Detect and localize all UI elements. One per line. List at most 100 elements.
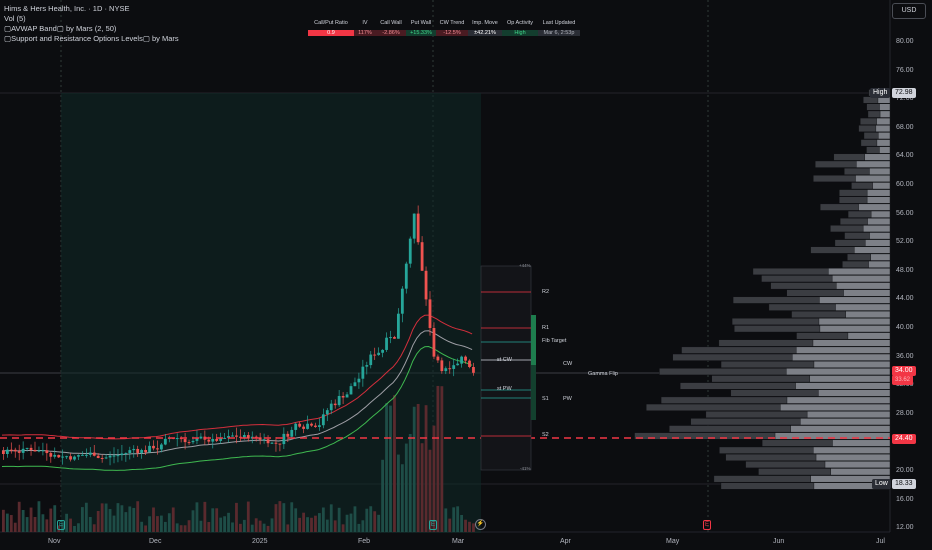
- volume-indicator-label[interactable]: Vol (5): [4, 14, 26, 23]
- candle-body: [37, 450, 41, 452]
- price-tick-label: 52.00: [896, 238, 914, 246]
- volume-bar: [266, 525, 270, 532]
- volume-bar: [128, 506, 132, 532]
- profile-bar-inner: [819, 325, 891, 333]
- time-tick-label: Apr: [560, 538, 571, 545]
- candle-body: [187, 442, 191, 444]
- volume-bar: [207, 522, 211, 532]
- profile-bar-inner: [809, 375, 891, 383]
- volume-bar: [381, 459, 384, 532]
- candle-body: [163, 438, 167, 445]
- candle-body: [282, 433, 286, 445]
- volume-bar: [144, 525, 147, 532]
- volume-bar: [81, 507, 84, 532]
- profile-bar-inner: [879, 103, 891, 111]
- profile-bar-inner: [843, 289, 891, 297]
- countdown-badge: 33.62: [892, 375, 914, 385]
- lightning-icon[interactable]: ⚡: [475, 519, 486, 530]
- volume-bar: [41, 514, 45, 532]
- volume-bar: [152, 507, 155, 532]
- candle-body: [219, 437, 223, 441]
- candle-body: [215, 438, 219, 441]
- levels-green-bar: [531, 315, 536, 365]
- volume-bar: [17, 501, 21, 532]
- val-iv: 117%: [354, 30, 376, 36]
- level-gamma-flip: Gamma Flip: [588, 371, 618, 377]
- candle-body: [428, 299, 432, 328]
- candle-body: [464, 356, 467, 361]
- profile-bar-inner: [879, 146, 891, 154]
- candle-body: [381, 349, 384, 353]
- volume-bar: [65, 513, 68, 532]
- currency-button[interactable]: USD: [892, 3, 926, 19]
- bottom-pct-label: -41%: [520, 466, 531, 471]
- volume-bar: [239, 523, 242, 532]
- volume-bar: [84, 502, 88, 532]
- earnings-marker-nov[interactable]: E: [57, 520, 65, 530]
- volume-bar: [211, 508, 215, 532]
- candle-body: [460, 356, 463, 364]
- level-pw: PW: [563, 396, 572, 402]
- volume-bar: [104, 503, 108, 532]
- volume-bar: [45, 519, 49, 532]
- volume-bar: [345, 514, 349, 532]
- volume-bar: [432, 425, 436, 532]
- profile-bar-inner: [786, 368, 891, 376]
- volume-bar: [13, 522, 17, 532]
- candle-body: [84, 454, 88, 456]
- profile-bar-inner: [818, 318, 891, 326]
- candle-body: [412, 213, 416, 239]
- volume-bar: [270, 518, 274, 532]
- profile-bar-inner: [870, 210, 891, 218]
- profile-bar-inner: [836, 282, 891, 290]
- candle-body: [270, 442, 274, 444]
- volume-bar: [171, 507, 175, 532]
- candle-body: [290, 429, 294, 437]
- volume-bar: [69, 518, 72, 532]
- candle-body: [88, 452, 92, 455]
- volume-bar: [2, 509, 5, 532]
- candle-body: [318, 425, 321, 427]
- candle-body: [444, 368, 448, 372]
- symbol-title[interactable]: Hims & Hers Health, Inc. · 1D · NYSE: [4, 4, 130, 13]
- volume-bar: [37, 501, 41, 532]
- candle-body: [321, 414, 325, 426]
- candle-body: [81, 454, 84, 456]
- candle-body: [294, 423, 298, 430]
- candlesticks[interactable]: [2, 205, 475, 466]
- price-tick-label: 68.00: [896, 123, 914, 131]
- volume-bar: [88, 517, 92, 532]
- price-tick-label: 12.00: [896, 524, 914, 532]
- candle-body: [373, 354, 377, 356]
- price-tick-label: 28.00: [896, 409, 914, 417]
- candle-body: [96, 455, 100, 459]
- earnings-marker-may[interactable]: E: [703, 520, 711, 530]
- candle-body: [365, 365, 369, 367]
- volume-bar: [310, 517, 313, 532]
- volume-bar: [215, 508, 219, 532]
- price-tick-label: 72.00: [896, 95, 914, 103]
- profile-bar-inner: [867, 217, 891, 225]
- volume-bar: [132, 507, 136, 532]
- volume-bar: [92, 524, 96, 532]
- volume-bar: [199, 520, 203, 532]
- options-indicator-label[interactable]: ▢Support and Resistance Options Levels▢ …: [4, 34, 179, 43]
- avwap-lower-band: [1, 345, 473, 471]
- profile-bar-inner: [832, 439, 891, 447]
- volume-bar: [246, 501, 250, 532]
- profile-bar-inner: [806, 411, 891, 419]
- volume-bar: [306, 517, 309, 532]
- profile-bar-inner: [774, 432, 891, 440]
- candle-body: [231, 435, 234, 437]
- earnings-marker-feb[interactable]: E: [429, 520, 437, 530]
- volume-bar: [424, 405, 428, 532]
- candle-body: [73, 456, 76, 460]
- volume-bar: [116, 503, 120, 532]
- candle-body: [69, 456, 72, 460]
- avwap-indicator-label[interactable]: ▢AVWAP Band▢ by Mars (2, 50): [4, 24, 117, 33]
- volume-bar: [227, 512, 230, 532]
- candle-body: [223, 437, 226, 439]
- candle-body: [227, 435, 230, 438]
